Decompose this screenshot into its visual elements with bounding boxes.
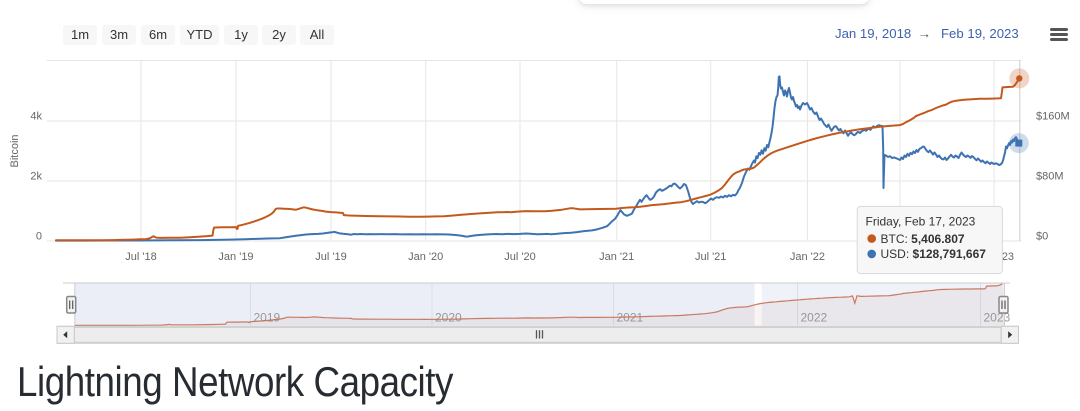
svg-text:BTC: 5,406.807: BTC: 5,406.807	[881, 232, 965, 246]
svg-text:4k: 4k	[30, 111, 42, 123]
svg-text:$160M: $160M	[1036, 111, 1070, 123]
svg-text:Jan '22: Jan '22	[790, 251, 825, 263]
svg-text:$80M: $80M	[1036, 171, 1064, 183]
svg-text:Bitcoin: Bitcoin	[9, 134, 21, 167]
svg-text:Jul '21: Jul '21	[695, 251, 726, 263]
svg-text:2020: 2020	[435, 311, 462, 325]
svg-text:Friday, Feb 17, 2023: Friday, Feb 17, 2023	[866, 215, 976, 229]
svg-text:Jan '20: Jan '20	[408, 251, 443, 263]
svg-text:2k: 2k	[30, 171, 42, 183]
svg-text:0: 0	[36, 231, 42, 243]
svg-text:Jul '20: Jul '20	[504, 251, 535, 263]
svg-text:USD: $128,791,667: USD: $128,791,667	[881, 247, 987, 261]
svg-text:Jul '19: Jul '19	[315, 251, 346, 263]
svg-text:2023: 2023	[984, 311, 1011, 325]
svg-text:Jan '19: Jan '19	[218, 251, 253, 263]
svg-text:Jul '18: Jul '18	[125, 251, 156, 263]
svg-text:2022: 2022	[801, 311, 828, 325]
svg-text:Jan '21: Jan '21	[599, 251, 634, 263]
svg-text:$0: $0	[1036, 231, 1048, 243]
